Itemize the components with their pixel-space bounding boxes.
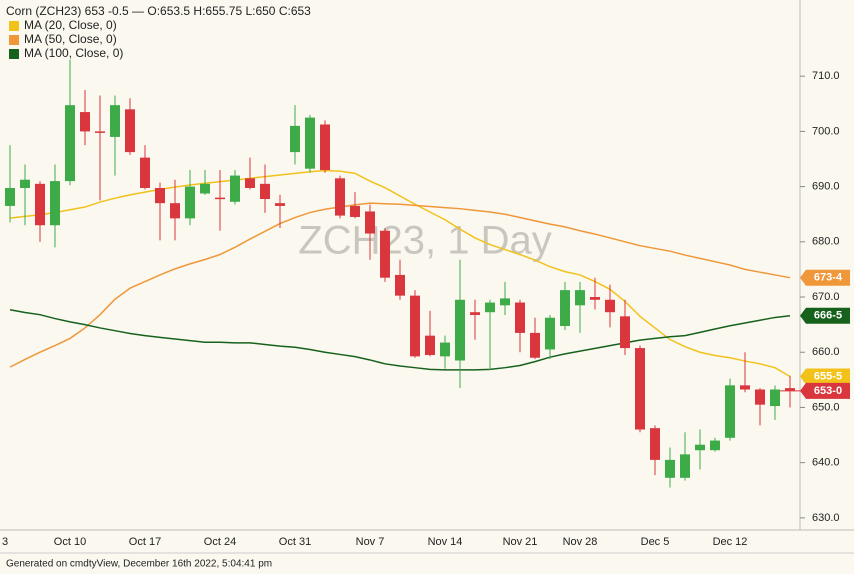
candle-body [335, 178, 345, 216]
candle-body [95, 131, 105, 133]
price-badge-label: 653-0 [814, 385, 842, 397]
candle-body [65, 105, 75, 182]
x-tick-label: Oct 3 [0, 536, 8, 548]
candle-body [545, 317, 555, 350]
candle-body [245, 178, 255, 188]
x-tick-label: Nov 28 [563, 536, 598, 548]
y-tick-label: 660.0 [812, 346, 840, 358]
candle-body [650, 428, 660, 460]
candle-body [575, 290, 585, 306]
plot-area [5, 59, 795, 488]
candle-body [320, 124, 330, 171]
candle-body [500, 298, 510, 306]
candle-body [785, 388, 795, 391]
candle-body [485, 302, 495, 313]
candle-body [710, 440, 720, 451]
watermark: ZCH23, 1 Day [298, 219, 551, 263]
x-tick-label: Oct 17 [129, 536, 161, 548]
candle-body [350, 205, 360, 217]
price-badge [800, 269, 850, 286]
candle-body [20, 179, 30, 188]
legend-swatch [9, 21, 19, 31]
candle-body [740, 385, 750, 390]
candle-body [620, 316, 630, 349]
candle-body [605, 299, 615, 313]
candle-body [515, 302, 525, 333]
candle-body [395, 274, 405, 296]
candle-body [35, 183, 45, 226]
candle-body [80, 112, 90, 132]
y-tick-label: 630.0 [812, 512, 840, 524]
x-tick-label: Oct 24 [204, 536, 236, 548]
y-tick-label: 670.0 [812, 291, 840, 303]
price-badge [800, 307, 850, 324]
legend-label: MA (100, Close, 0) [24, 46, 123, 60]
candle-body [665, 459, 675, 478]
footer: Generated on cmdtyView, December 16th 20… [6, 559, 272, 570]
price-badge-label: 655-5 [814, 370, 842, 382]
candle-body [5, 187, 15, 206]
price-badge-label: 673-4 [814, 272, 843, 284]
candle-body [185, 186, 195, 219]
candle-body [170, 203, 180, 219]
x-tick-label: Oct 31 [279, 536, 311, 548]
x-tick-label: Nov 21 [503, 536, 538, 548]
candle-body [560, 290, 570, 327]
chart-title: Corn (ZCH23) 653 -0.5 — O:653.5 H:655.75… [6, 4, 311, 18]
x-tick-label: Dec 5 [641, 536, 670, 548]
candle-body [425, 335, 435, 355]
y-tick-label: 690.0 [812, 181, 840, 193]
candle-body [125, 109, 135, 153]
candle-body [200, 183, 210, 194]
candle-body [590, 297, 600, 300]
candle-body [410, 295, 420, 357]
candle-body [260, 183, 270, 200]
y-tick-label: 680.0 [812, 236, 840, 248]
candle-body [110, 105, 120, 137]
candle-body [275, 203, 285, 206]
candle-body [230, 175, 240, 202]
candle-body [305, 117, 315, 169]
y-tick-label: 650.0 [812, 401, 840, 413]
y-tick-label: 700.0 [812, 125, 840, 137]
candle-body [770, 389, 780, 407]
x-tick-label: Nov 14 [428, 536, 463, 548]
candle-body [725, 385, 735, 438]
price-badge [800, 368, 850, 385]
y-tick-label: 640.0 [812, 457, 840, 469]
ma-line [9, 308, 791, 371]
candle-body [290, 125, 300, 153]
candle-body [140, 157, 150, 188]
candle-body [530, 332, 540, 358]
legend-swatch [9, 49, 19, 59]
x-tick-label: Oct 10 [54, 536, 86, 548]
legend-label: MA (50, Close, 0) [24, 32, 117, 46]
candle-body [155, 187, 165, 204]
candle-body [365, 211, 375, 234]
candle-body [695, 444, 705, 451]
candle-body [470, 312, 480, 315]
candle-body [755, 389, 765, 405]
candle-body [215, 197, 225, 200]
legend-swatch [9, 35, 19, 45]
candle-body [455, 299, 465, 361]
candle-body [380, 230, 390, 278]
candle-body [440, 342, 450, 357]
candle-body [680, 454, 690, 478]
legend-label: MA (20, Close, 0) [24, 18, 117, 32]
candle-body [50, 181, 60, 226]
y-tick-label: 710.0 [812, 70, 840, 82]
x-tick-label: Dec 12 [713, 536, 748, 548]
price-badge-label: 666-5 [814, 310, 842, 322]
ma-line [9, 202, 791, 368]
ma-line [9, 169, 791, 378]
price-badge [800, 382, 850, 399]
x-tick-label: Nov 7 [356, 536, 385, 548]
candle-body [635, 348, 645, 430]
